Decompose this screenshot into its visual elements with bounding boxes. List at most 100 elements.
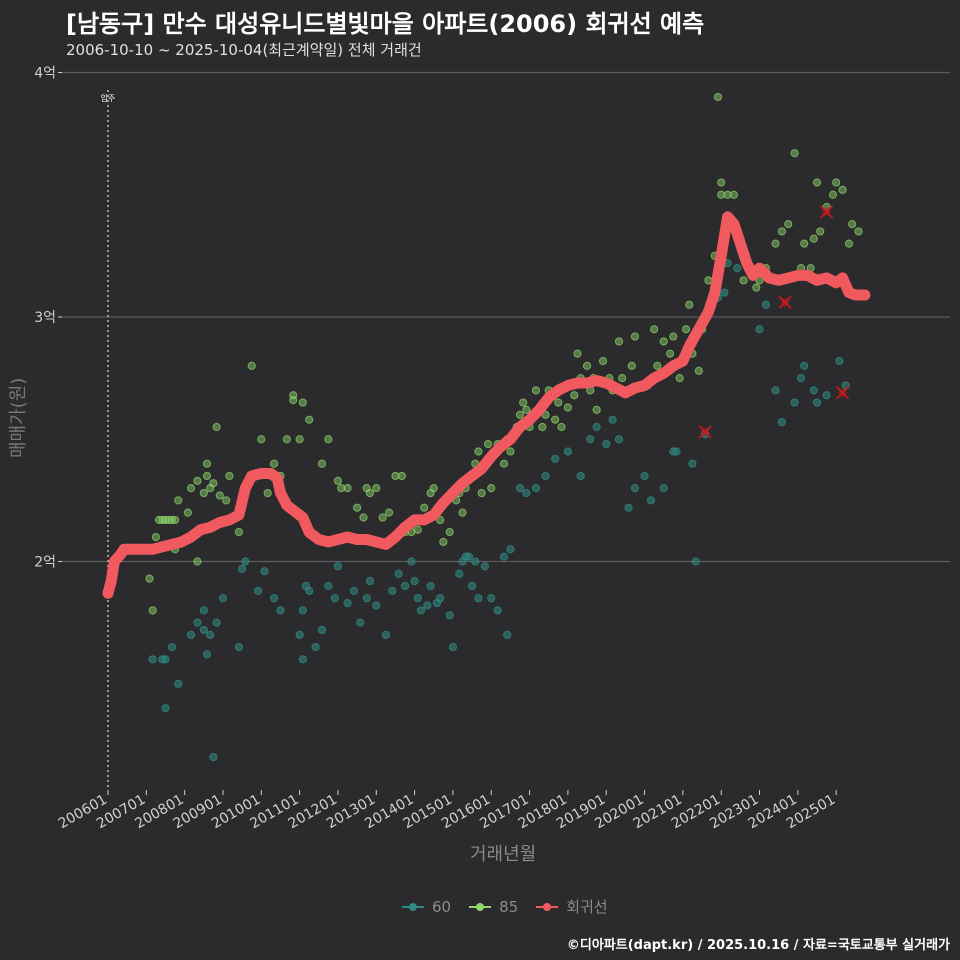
legend-item-60: 60 xyxy=(402,898,451,916)
chart-title: [남동구] 만수 대성유니드별빛마을 아파트(2006) 회귀선 예측 xyxy=(66,10,705,38)
point-85 xyxy=(353,503,362,512)
point-60 xyxy=(630,484,640,493)
point-60 xyxy=(515,484,525,493)
point-60 xyxy=(835,356,844,366)
point-85 xyxy=(809,234,818,243)
point-85 xyxy=(225,471,234,481)
point-60 xyxy=(822,391,831,400)
point-60 xyxy=(640,471,649,481)
point-85 xyxy=(317,459,327,468)
point-60 xyxy=(541,471,550,481)
point-85 xyxy=(573,349,582,358)
point-85 xyxy=(675,374,684,383)
point-85 xyxy=(519,398,528,407)
point-60 xyxy=(480,562,489,571)
point-85 xyxy=(420,503,429,512)
point-60 xyxy=(733,264,742,273)
point-85 xyxy=(554,398,563,407)
point-60 xyxy=(493,606,502,615)
point-85 xyxy=(739,276,748,285)
point-60 xyxy=(218,594,228,603)
outlier-marker xyxy=(778,295,792,309)
point-85 xyxy=(391,471,400,481)
point-60 xyxy=(407,557,416,566)
outlier-marker xyxy=(819,205,834,219)
outlier-marker xyxy=(835,386,850,400)
y-tick-label: 4억 xyxy=(34,66,56,82)
point-85 xyxy=(771,239,780,248)
point-85 xyxy=(777,227,786,236)
legend-key-85 xyxy=(469,901,492,913)
point-85 xyxy=(755,276,764,285)
legend-label-85: 85 xyxy=(499,897,519,916)
y-tick-label: 3억 xyxy=(34,310,56,326)
point-85 xyxy=(848,219,857,229)
point-60 xyxy=(260,567,269,576)
point-85 xyxy=(717,178,726,187)
point-60 xyxy=(608,415,617,424)
point-85 xyxy=(717,190,726,199)
outlier-cross xyxy=(698,425,712,439)
point-60 xyxy=(381,630,390,639)
legend-item-regression: 회귀선 xyxy=(536,896,608,917)
point-85 xyxy=(324,435,333,444)
point-60 xyxy=(691,557,700,566)
point-60 xyxy=(499,552,509,561)
legend-label-60: 60 xyxy=(432,897,452,916)
point-60 xyxy=(349,586,359,595)
point-60 xyxy=(455,569,464,578)
point-85 xyxy=(397,471,406,481)
legend-label-regression: 회귀선 xyxy=(566,898,608,916)
point-60 xyxy=(362,594,371,603)
point-85 xyxy=(212,422,221,432)
outlier-marker xyxy=(698,425,712,439)
point-85 xyxy=(439,537,448,547)
point-60 xyxy=(576,471,585,481)
point-60 xyxy=(148,655,157,664)
point-60 xyxy=(464,552,473,561)
point-85 xyxy=(365,488,374,498)
point-60 xyxy=(199,606,208,615)
point-85 xyxy=(170,515,180,525)
point-85 xyxy=(193,557,202,566)
point-60 xyxy=(448,642,458,652)
point-85 xyxy=(582,361,592,370)
point-85 xyxy=(723,190,732,199)
point-85 xyxy=(445,528,454,537)
point-85 xyxy=(650,325,659,334)
point-85 xyxy=(174,496,183,505)
point-85 xyxy=(295,435,304,444)
point-85 xyxy=(854,227,863,236)
point-60 xyxy=(755,325,764,334)
point-60 xyxy=(202,650,212,659)
point-85 xyxy=(538,422,547,432)
point-60 xyxy=(777,418,786,427)
point-85 xyxy=(193,476,202,485)
point-85 xyxy=(202,471,212,481)
legend-item-85: 85 xyxy=(469,898,518,916)
point-85 xyxy=(436,515,445,525)
point-85 xyxy=(752,283,761,292)
point-60 xyxy=(800,361,809,370)
point-60 xyxy=(790,398,799,407)
point-60 xyxy=(551,454,560,463)
point-85 xyxy=(812,178,822,187)
point-60 xyxy=(241,557,250,566)
point-60 xyxy=(563,447,573,456)
point-60 xyxy=(659,484,668,493)
point-60 xyxy=(343,598,352,608)
point-60 xyxy=(234,642,244,652)
point-85 xyxy=(515,410,525,419)
chart-subtitle: 2006-10-10 ~ 2025-10-04(최근계약일) 전체 거래건 xyxy=(66,41,422,59)
point-85 xyxy=(199,488,208,498)
point-60 xyxy=(388,586,397,595)
point-85 xyxy=(713,92,723,102)
point-85 xyxy=(145,574,154,583)
point-85 xyxy=(458,508,467,517)
point-60 xyxy=(365,576,374,586)
point-60 xyxy=(646,496,656,505)
point-85 xyxy=(563,403,573,412)
point-85 xyxy=(269,459,279,468)
point-60 xyxy=(467,581,477,591)
